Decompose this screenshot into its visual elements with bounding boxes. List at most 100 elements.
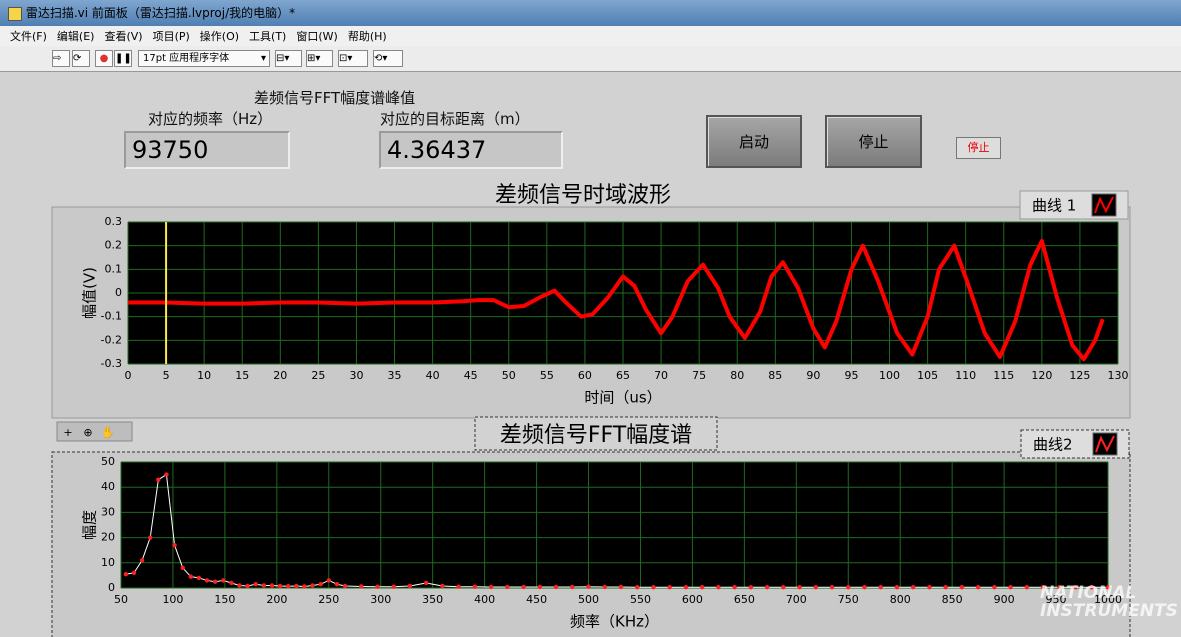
series-marker xyxy=(943,585,948,590)
series-marker xyxy=(253,582,258,587)
series-marker xyxy=(910,585,916,590)
menu-item[interactable]: 窗口(W) xyxy=(296,30,338,43)
y-tick-label: 10 xyxy=(101,556,115,569)
x-tick-label: 70 xyxy=(654,369,668,382)
align-button[interactable]: ⊟▾ xyxy=(275,50,302,67)
x-tick-label: 450 xyxy=(526,593,547,606)
title-box xyxy=(474,416,718,451)
resize-button[interactable]: ⊡▾ xyxy=(338,50,368,67)
series-marker xyxy=(846,585,851,590)
x-tick-label: 110 xyxy=(955,369,976,382)
y-axis-label: 幅值(V) xyxy=(81,267,99,319)
series-marker xyxy=(261,583,267,588)
watermark-line: INSTRUMENTS xyxy=(1040,601,1178,621)
x-tick-label: 130 xyxy=(1108,369,1129,382)
series-marker xyxy=(375,584,380,589)
distribute-button[interactable]: ⊞▾ xyxy=(306,50,333,67)
series-marker xyxy=(781,585,786,590)
x-tick-label: 5 xyxy=(163,369,170,382)
x-tick-label: 500 xyxy=(578,593,599,606)
series-marker xyxy=(131,570,137,576)
series-marker xyxy=(391,584,396,589)
stop-button[interactable]: 停止 xyxy=(825,115,922,168)
series-marker xyxy=(992,585,997,590)
run-continuous-button[interactable]: ⟳ xyxy=(72,50,90,67)
run-button[interactable]: ⇨ xyxy=(52,50,70,67)
x-tick-label: 0 xyxy=(125,369,132,382)
legend-label: 曲线 1 xyxy=(1032,197,1076,215)
series-marker xyxy=(829,585,835,590)
x-tick-label: 150 xyxy=(214,593,235,606)
series-marker xyxy=(286,584,291,589)
menu-item[interactable]: 文件(F) xyxy=(10,30,47,43)
x-tick-label: 950 xyxy=(1046,593,1067,606)
y-tick-label: -0.3 xyxy=(101,357,122,370)
series-marker xyxy=(148,535,153,540)
reorder-button[interactable]: ⟲▾ xyxy=(373,50,403,67)
watermark-line: NATIONAL xyxy=(1040,583,1137,603)
y-tick-label: 0 xyxy=(108,581,115,594)
menu-item[interactable]: 帮助(H) xyxy=(347,30,387,43)
series-marker xyxy=(407,583,413,589)
series-marker xyxy=(1024,585,1030,590)
series-marker xyxy=(618,584,624,590)
y-tick-label: -0.1 xyxy=(101,310,122,323)
start-button[interactable]: 启动 xyxy=(706,115,802,168)
series-marker xyxy=(302,584,307,589)
series-marker xyxy=(180,565,185,571)
group-label: 差频信号FFT幅度谱峰值 xyxy=(254,89,416,107)
x-tick-label: 15 xyxy=(235,369,249,382)
series-marker xyxy=(196,575,202,581)
x-tick-label: 750 xyxy=(838,593,859,606)
x-tick-label: 75 xyxy=(692,369,706,382)
font-select[interactable]: 17pt 应用程序字体 ▾ xyxy=(138,50,270,67)
series-marker xyxy=(123,571,129,577)
menu-item[interactable]: 操作(O) xyxy=(199,30,240,43)
menu-item[interactable]: 编辑(E) xyxy=(56,30,95,43)
menu-item[interactable]: 查看(V) xyxy=(104,30,143,43)
series-marker xyxy=(310,583,315,588)
stop-small-button[interactable]: 停止 xyxy=(956,137,1001,159)
x-tick-label: 80 xyxy=(730,369,744,382)
x-tick-label: 550 xyxy=(630,593,651,606)
x-tick-label: 300 xyxy=(370,593,391,606)
abort-button[interactable]: ● xyxy=(95,50,113,67)
series-marker xyxy=(164,472,169,477)
series-marker xyxy=(570,584,575,590)
menu-item[interactable]: 工具(T) xyxy=(249,30,287,43)
x-tick-label: 600 xyxy=(682,593,703,606)
y-tick-label: 20 xyxy=(101,531,115,544)
y-tick-label: -0.2 xyxy=(101,333,122,346)
series-marker xyxy=(862,585,867,590)
series-marker xyxy=(521,584,526,590)
x-tick-label: 40 xyxy=(426,369,440,382)
series-marker xyxy=(667,585,672,590)
x-axis-label: 时间（us） xyxy=(584,389,661,407)
series-marker xyxy=(651,585,656,590)
series-marker xyxy=(440,583,445,589)
series-marker xyxy=(894,585,900,590)
series-marker xyxy=(456,584,461,589)
series-marker xyxy=(423,580,429,586)
x-axis-label: 频率（KHz） xyxy=(570,613,659,631)
vi-icon xyxy=(8,6,22,21)
title-bar: 雷达扫描.vi 前面板（雷达扫描.lvproj/我的电脑）* xyxy=(0,0,1181,26)
chart-title: 差频信号FFT幅度谱 xyxy=(500,423,692,448)
series-marker xyxy=(294,583,299,589)
series-marker xyxy=(537,584,543,590)
y-tick-label: 40 xyxy=(101,480,115,493)
menu-item[interactable]: 项目(P) xyxy=(152,30,190,43)
series-marker xyxy=(334,582,340,587)
series-marker xyxy=(156,477,161,482)
series-marker xyxy=(732,585,737,590)
legend-label: 曲线2 xyxy=(1033,436,1073,454)
x-tick-label: 95 xyxy=(844,369,858,382)
y-tick-label: 0 xyxy=(115,286,122,299)
x-tick-label: 55 xyxy=(540,369,554,382)
y-axis-label: 幅度 xyxy=(81,510,99,540)
toolbar: ⇨ ⟳ ● ❚❚ 17pt 应用程序字体 ▾ ⊟▾ ⊞▾ ⊡▾ ⟲▾ xyxy=(0,46,1181,72)
pause-button[interactable]: ❚❚ xyxy=(114,50,132,67)
series-marker xyxy=(586,584,591,589)
series-marker xyxy=(797,585,802,590)
series-marker xyxy=(1089,585,1094,590)
